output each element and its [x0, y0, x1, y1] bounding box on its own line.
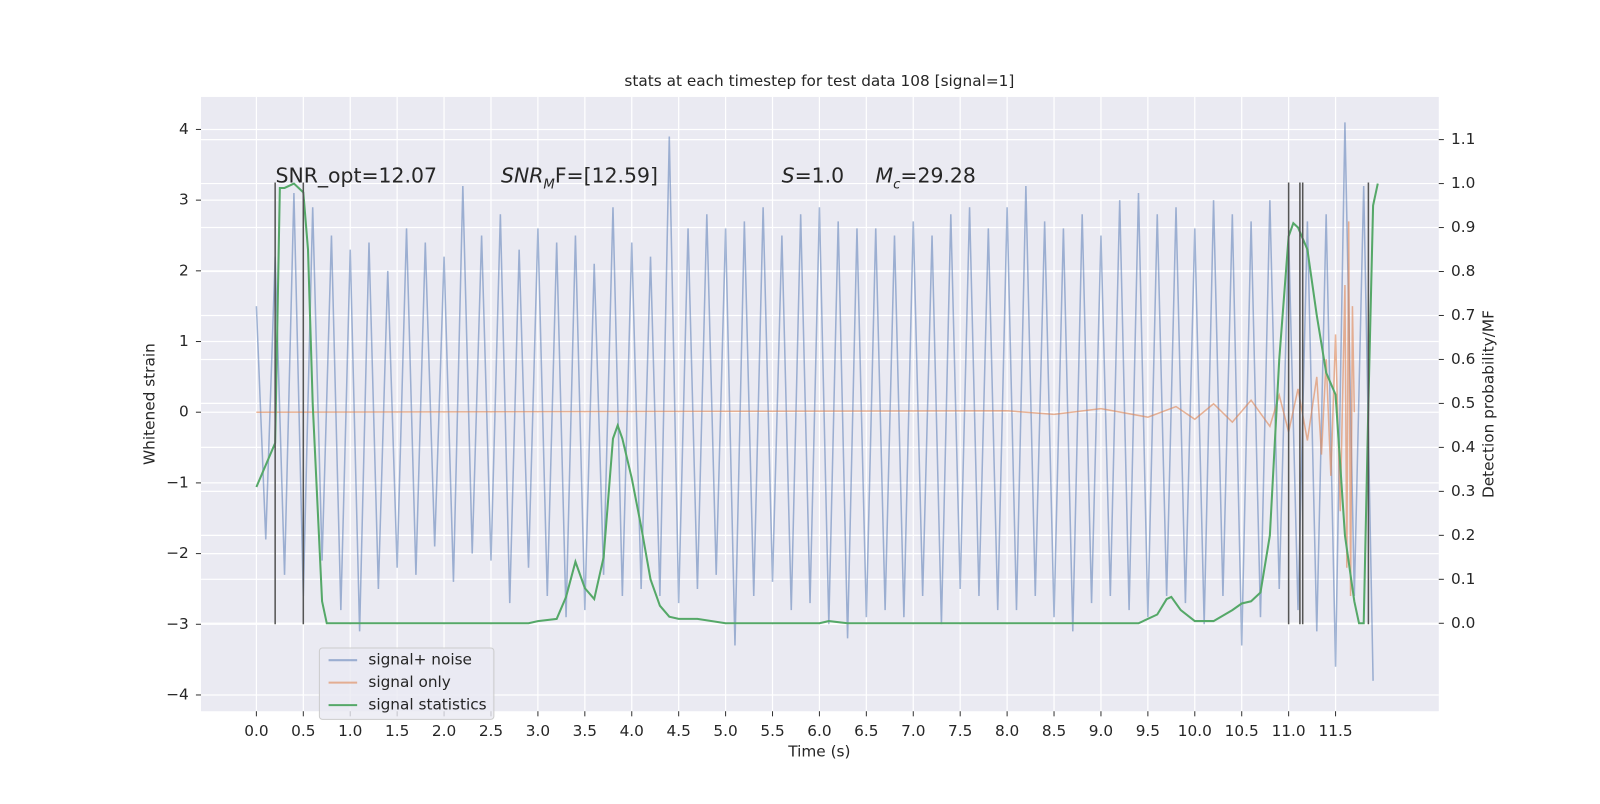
y2-tick-label: 0.2	[1451, 526, 1475, 544]
x-tick-label: 10.5	[1225, 722, 1259, 740]
annotation-part: S	[782, 164, 795, 188]
y-tick-label: −4	[166, 685, 189, 703]
annotation: SNRMF=[12.59]	[501, 164, 658, 193]
annotation-part: M	[543, 177, 555, 192]
y2-tick-label: 0.8	[1451, 262, 1475, 280]
x-tick-label: 10.0	[1178, 722, 1212, 740]
x-tick-label: 6.5	[854, 722, 878, 740]
y2-tick-label: 0.9	[1451, 218, 1475, 236]
annotation-part: SNR	[501, 164, 543, 188]
y2-tick-label: 0.6	[1451, 350, 1475, 368]
x-tick-label: 1.0	[338, 722, 362, 740]
x-tick-label: 7.0	[901, 722, 925, 740]
y2-tick-label: 1.1	[1451, 130, 1475, 148]
y-tick-label: −1	[166, 473, 189, 491]
y2-tick-label: 0.0	[1451, 614, 1475, 632]
x-axis-label: Time (s)	[787, 743, 850, 761]
x-tick-label: 2.5	[479, 722, 503, 740]
series-line	[256, 221, 1356, 597]
series-line	[255, 182, 1379, 625]
y2-tick-label: 0.3	[1451, 482, 1475, 500]
x-tick-label: 2.0	[432, 722, 456, 740]
x-tick-label: 8.5	[1042, 722, 1066, 740]
x-tick-label: 9.5	[1136, 722, 1160, 740]
y-tick-label: 0	[179, 403, 189, 421]
y-tick-label: −2	[166, 544, 189, 562]
x-tick-label: 7.5	[948, 722, 972, 740]
annotation: S=1.0	[782, 164, 844, 188]
x-tick-label: 11.5	[1319, 722, 1353, 740]
x-tick-label: 0.5	[291, 722, 315, 740]
legend-label: signal+ noise	[368, 651, 472, 669]
annotation-part: c	[893, 177, 901, 192]
x-tick-label: 4.0	[620, 722, 644, 740]
y2-axis-label: Detection probability/MF	[1479, 310, 1497, 498]
x-tick-label: 5.5	[760, 722, 784, 740]
x-tick-label: 3.0	[526, 722, 550, 740]
y-tick-label: 4	[179, 120, 189, 138]
x-tick-label: 0.0	[244, 722, 268, 740]
annotation-part: F=[12.59]	[555, 164, 658, 188]
y-tick-label: 3	[179, 191, 189, 209]
x-tick-label: 9.0	[1089, 722, 1113, 740]
annotation: SNR_opt=12.07	[276, 164, 437, 189]
x-tick-label: 6.0	[807, 722, 831, 740]
x-tick-label: 1.5	[385, 722, 409, 740]
y-axis-label: Whitened strain	[141, 343, 159, 465]
annotation-part: =29.28	[900, 164, 975, 188]
series-line	[255, 122, 1374, 681]
x-tick-label: 8.0	[995, 722, 1019, 740]
legend-label: signal statistics	[368, 696, 486, 714]
y-tick-label: 1	[179, 332, 189, 350]
chart-title: stats at each timestep for test data 108…	[624, 72, 1014, 90]
y2-tick-label: 0.1	[1451, 570, 1475, 588]
annotation: Mc=29.28	[876, 164, 976, 193]
x-tick-label: 3.5	[573, 722, 597, 740]
y-tick-label: 2	[179, 261, 189, 279]
legend-label: signal only	[368, 673, 450, 691]
y2-tick-label: 0.4	[1451, 438, 1475, 456]
legend-box	[318, 647, 495, 720]
y2-tick-label: 0.5	[1451, 394, 1475, 412]
annotation-part: =1.0	[795, 164, 845, 188]
x-tick-label: 11.0	[1272, 722, 1306, 740]
y2-tick-label: 0.7	[1451, 306, 1475, 324]
y2-tick-label: 1.0	[1451, 174, 1475, 192]
x-tick-label: 5.0	[713, 722, 737, 740]
annotation-part: SNR_opt=12.07	[276, 164, 437, 189]
annotation-part: M	[876, 164, 894, 188]
y-tick-label: −3	[166, 615, 189, 633]
x-tick-label: 4.5	[667, 722, 691, 740]
